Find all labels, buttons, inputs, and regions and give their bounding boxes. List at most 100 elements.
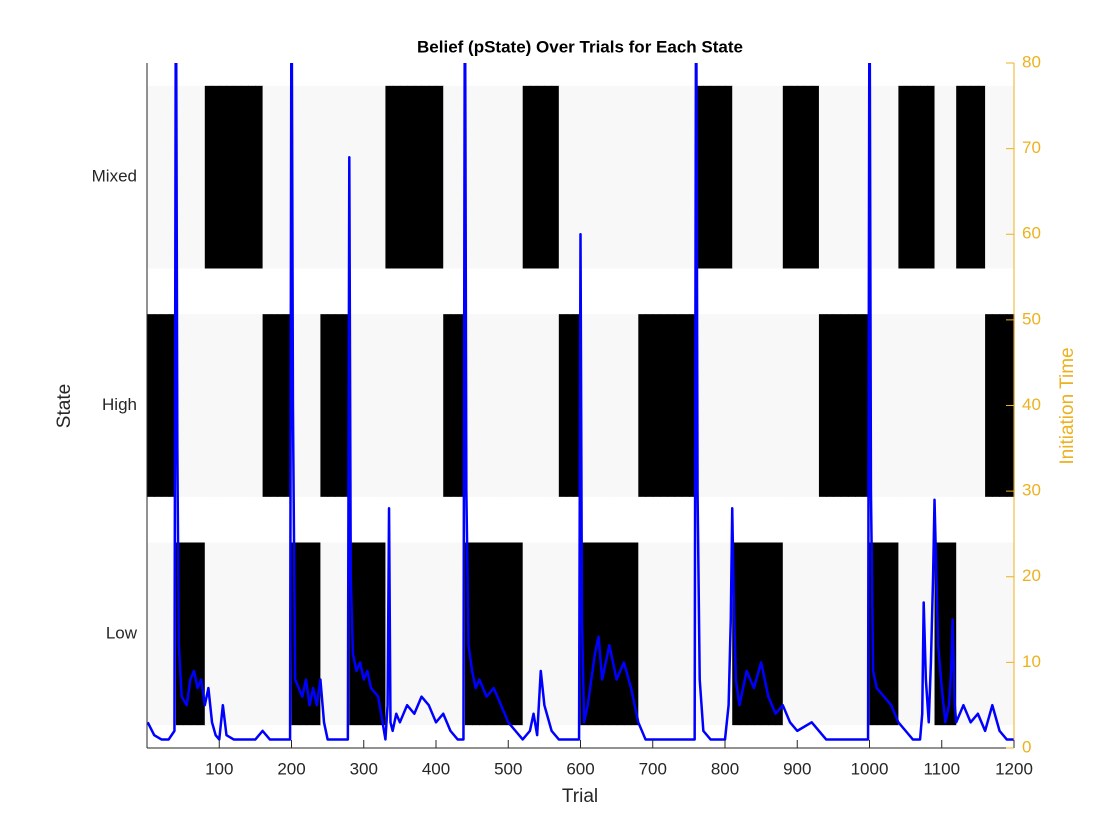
- heatmap-cell: [291, 314, 300, 497]
- heatmap-cell: [305, 85, 314, 269]
- heatmap-cell: [876, 542, 885, 726]
- heatmap-cell: [233, 85, 242, 269]
- heatmap-cell: [197, 85, 206, 269]
- heatmap-cell: [710, 542, 719, 726]
- heatmap-cell: [407, 314, 415, 497]
- heatmap-cell: [1006, 542, 1015, 726]
- heatmap-cell: [551, 314, 560, 497]
- heatmap-cell: [609, 85, 618, 269]
- heatmap-cell: [927, 85, 936, 269]
- heatmap-cell: [277, 542, 285, 726]
- heatmap-cell: [659, 85, 668, 269]
- heatmap-cell: [522, 314, 531, 497]
- heatmap-cell: [378, 85, 387, 269]
- heatmap-cell: [775, 542, 784, 726]
- heatmap-cell: [284, 85, 293, 269]
- heatmap-cell: [255, 85, 264, 269]
- heatmap-cell: [161, 314, 170, 497]
- x-tick-label: 600: [566, 759, 594, 778]
- heatmap-cell: [262, 314, 271, 497]
- heatmap-cell: [436, 85, 444, 269]
- heatmap-cell: [450, 314, 459, 497]
- heatmap-cell: [154, 85, 163, 269]
- y2-tick-label: 50: [1022, 309, 1041, 328]
- heatmap-cell: [652, 85, 661, 269]
- heatmap-cell: [855, 314, 863, 497]
- heatmap-cell: [638, 85, 647, 269]
- heatmap-cell: [602, 542, 610, 726]
- heatmap-cell: [804, 85, 813, 269]
- heatmap-cell: [999, 314, 1008, 497]
- heatmap-cell: [710, 314, 719, 497]
- heatmap-cell: [479, 85, 488, 269]
- heatmap-cell: [862, 85, 871, 269]
- heatmap-cell: [537, 542, 545, 726]
- x-tick-label: 400: [422, 759, 450, 778]
- heatmap-cell: [219, 542, 228, 726]
- heatmap-cell: [248, 542, 256, 726]
- heatmap-cell: [414, 314, 423, 497]
- heatmap-cell: [696, 85, 704, 269]
- heatmap-cell: [233, 542, 242, 726]
- heatmap-cell: [847, 314, 856, 497]
- heatmap-cell: [920, 314, 928, 497]
- heatmap-cell: [508, 85, 517, 269]
- heatmap-cell: [847, 85, 856, 269]
- heatmap-cell: [732, 314, 741, 497]
- heatmap-cell: [197, 314, 206, 497]
- heatmap-cell: [688, 85, 697, 269]
- heatmap-cell: [457, 85, 466, 269]
- heatmap-cell: [818, 314, 827, 497]
- heatmap-cell: [840, 314, 849, 497]
- heatmap-cell: [645, 314, 654, 497]
- heatmap-cell: [869, 314, 878, 497]
- heatmap-cell: [761, 314, 769, 497]
- heatmap-cell: [313, 542, 321, 726]
- y2-tick-label: 60: [1022, 224, 1041, 243]
- heatmap-cell: [1006, 85, 1015, 269]
- y2-tick-label: 10: [1022, 652, 1041, 671]
- heatmap-cell: [566, 85, 574, 269]
- heatmap-cell: [443, 85, 452, 269]
- heatmap-cell: [681, 542, 690, 726]
- heatmap-cell: [898, 314, 907, 497]
- heatmap-cell: [811, 85, 820, 269]
- heatmap-cell: [753, 85, 762, 269]
- heatmap-cell: [833, 85, 842, 269]
- heatmap-cell: [421, 542, 430, 726]
- heatmap-cell: [992, 314, 1001, 497]
- heatmap-cell: [905, 542, 914, 726]
- heatmap-cell: [725, 542, 733, 726]
- heatmap-cell: [818, 85, 827, 269]
- y-tick-label: Low: [106, 623, 138, 642]
- heatmap-cell: [508, 314, 517, 497]
- heatmap-cell: [732, 85, 741, 269]
- heatmap-cell: [501, 85, 509, 269]
- heatmap-cell: [472, 314, 480, 497]
- heatmap-cell: [558, 85, 567, 269]
- x-tick-label: 1000: [851, 759, 889, 778]
- heatmap-cell: [826, 542, 834, 726]
- heatmap-cell: [602, 85, 610, 269]
- heatmap-cell: [667, 314, 676, 497]
- heatmap-cell: [941, 85, 950, 269]
- heatmap-cell: [529, 314, 538, 497]
- heatmap-cell: [529, 542, 538, 726]
- heatmap-cell: [515, 542, 524, 726]
- heatmap-cell: [753, 314, 762, 497]
- heatmap-cell: [313, 314, 321, 497]
- heatmap-cell: [544, 85, 553, 269]
- heatmap-cell: [941, 314, 950, 497]
- heatmap-cell: [782, 85, 791, 269]
- heatmap-cell: [428, 542, 437, 726]
- heatmap-cell: [457, 314, 466, 497]
- heatmap-cell: [320, 542, 329, 726]
- heatmap-cell: [566, 542, 574, 726]
- heatmap-cell: [558, 542, 567, 726]
- heatmap-cell: [746, 85, 755, 269]
- heatmap-cell: [941, 542, 950, 726]
- heatmap-cell: [818, 542, 827, 726]
- heatmap-cell: [696, 314, 704, 497]
- heatmap-cell: [804, 314, 813, 497]
- heatmap-cell: [486, 542, 495, 726]
